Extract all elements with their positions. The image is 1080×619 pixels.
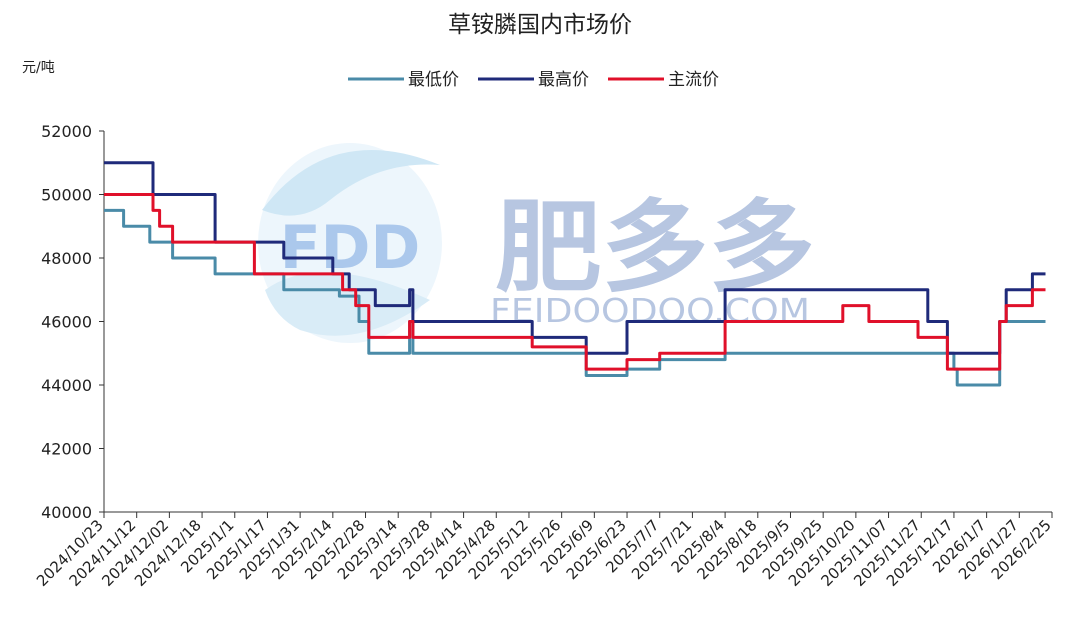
watermark: FDD 肥多多 FEIDOODOO.COM (258, 143, 815, 343)
legend-label-1: 最低价 (408, 70, 459, 90)
watermark-logo-text: FDD (280, 213, 421, 283)
series-group (104, 161, 1046, 387)
y-tick-label: 42000 (41, 440, 92, 459)
y-tick-label: 40000 (41, 503, 92, 522)
watermark-logo-swoosh-top (262, 150, 440, 216)
watermark-logo-swoosh-bottom (265, 272, 430, 336)
legend: 最低价 最高价 主流价 (348, 70, 719, 90)
legend-label-2: 最高价 (538, 70, 589, 90)
y-tick-label: 52000 (41, 122, 92, 141)
watermark-brand-text: 肥多多 (495, 189, 815, 306)
watermark-domain-text: FEIDOODOO.COM (490, 291, 810, 330)
legend-label-3: 主流价 (668, 70, 719, 90)
chart-title: 草铵膦国内市场价 (448, 12, 632, 38)
y-tick-label: 50000 (41, 186, 92, 205)
y-axis-unit: 元/吨 (22, 60, 55, 76)
y-tick-label: 46000 (41, 313, 92, 332)
series-line-3 (104, 193, 1046, 371)
y-axis-ticks: 40000 42000 44000 46000 48000 50000 52000 (41, 122, 104, 522)
y-tick-label: 44000 (41, 376, 92, 395)
x-axis-ticks: 2024/10/232024/11/122024/12/022024/12/18… (33, 512, 1055, 590)
y-tick-label: 48000 (41, 249, 92, 268)
